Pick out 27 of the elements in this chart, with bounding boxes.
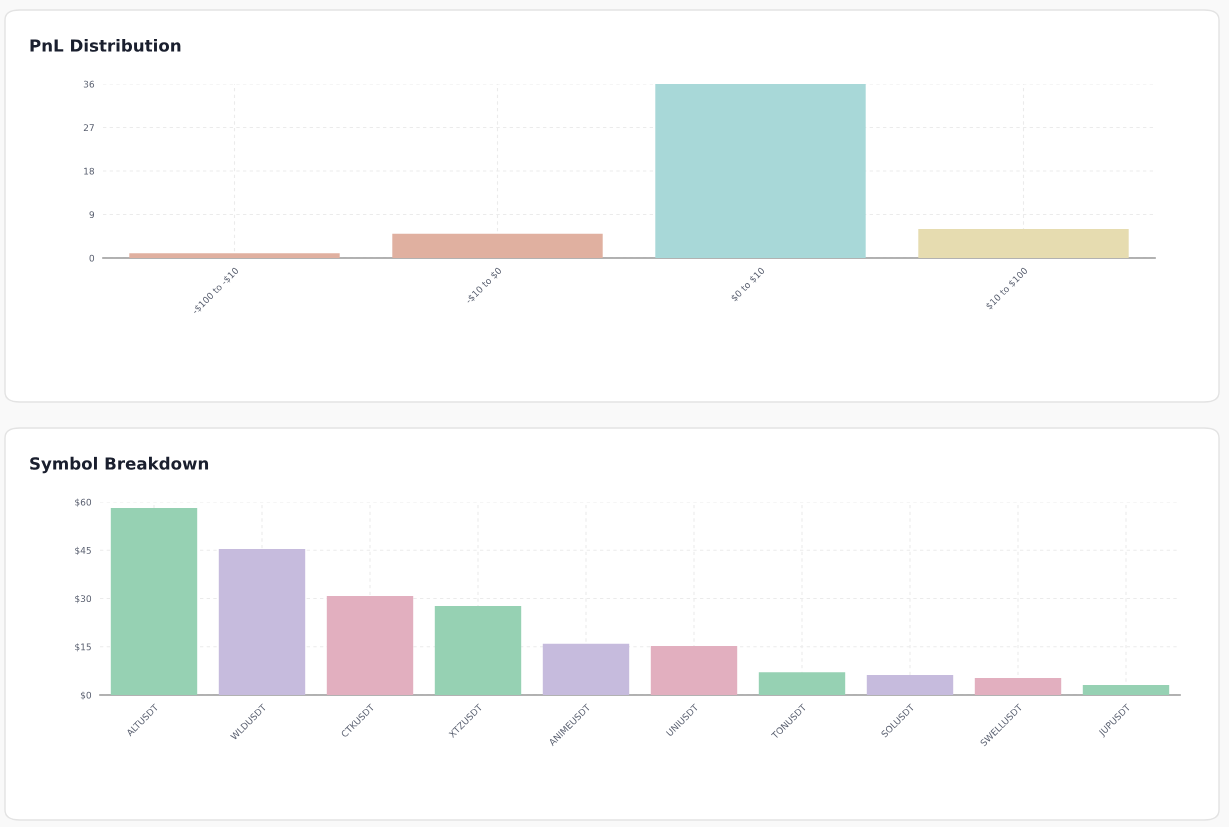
y-tick-label: $15 bbox=[75, 643, 91, 652]
y-tick-label: 0 bbox=[89, 254, 95, 262]
chart-title: PnL Distribution bbox=[30, 38, 181, 52]
y-tick-label: 18 bbox=[84, 167, 95, 175]
bar bbox=[129, 253, 340, 258]
bar bbox=[650, 646, 738, 695]
bar bbox=[1082, 685, 1170, 695]
bar bbox=[655, 84, 866, 258]
bar bbox=[974, 677, 1062, 695]
bar bbox=[866, 675, 954, 695]
bar bbox=[110, 508, 198, 695]
y-tick-label: 9 bbox=[89, 211, 95, 219]
x-tick-label: $0 to $10 bbox=[730, 266, 766, 303]
bar bbox=[918, 229, 1129, 258]
bar bbox=[218, 548, 306, 695]
y-tick-label: $0 bbox=[80, 691, 92, 700]
y-tick-label: $60 bbox=[75, 498, 92, 507]
chart-title: Symbol Breakdown bbox=[30, 456, 209, 474]
bar bbox=[542, 643, 630, 695]
y-tick-label: $30 bbox=[75, 595, 92, 604]
y-tick-label: $45 bbox=[75, 546, 91, 556]
bar bbox=[326, 595, 414, 695]
y-tick-label: 27 bbox=[83, 124, 94, 131]
y-tick-label: 36 bbox=[83, 80, 95, 88]
bar bbox=[434, 605, 522, 695]
bar bbox=[758, 672, 846, 695]
bar bbox=[392, 233, 603, 258]
